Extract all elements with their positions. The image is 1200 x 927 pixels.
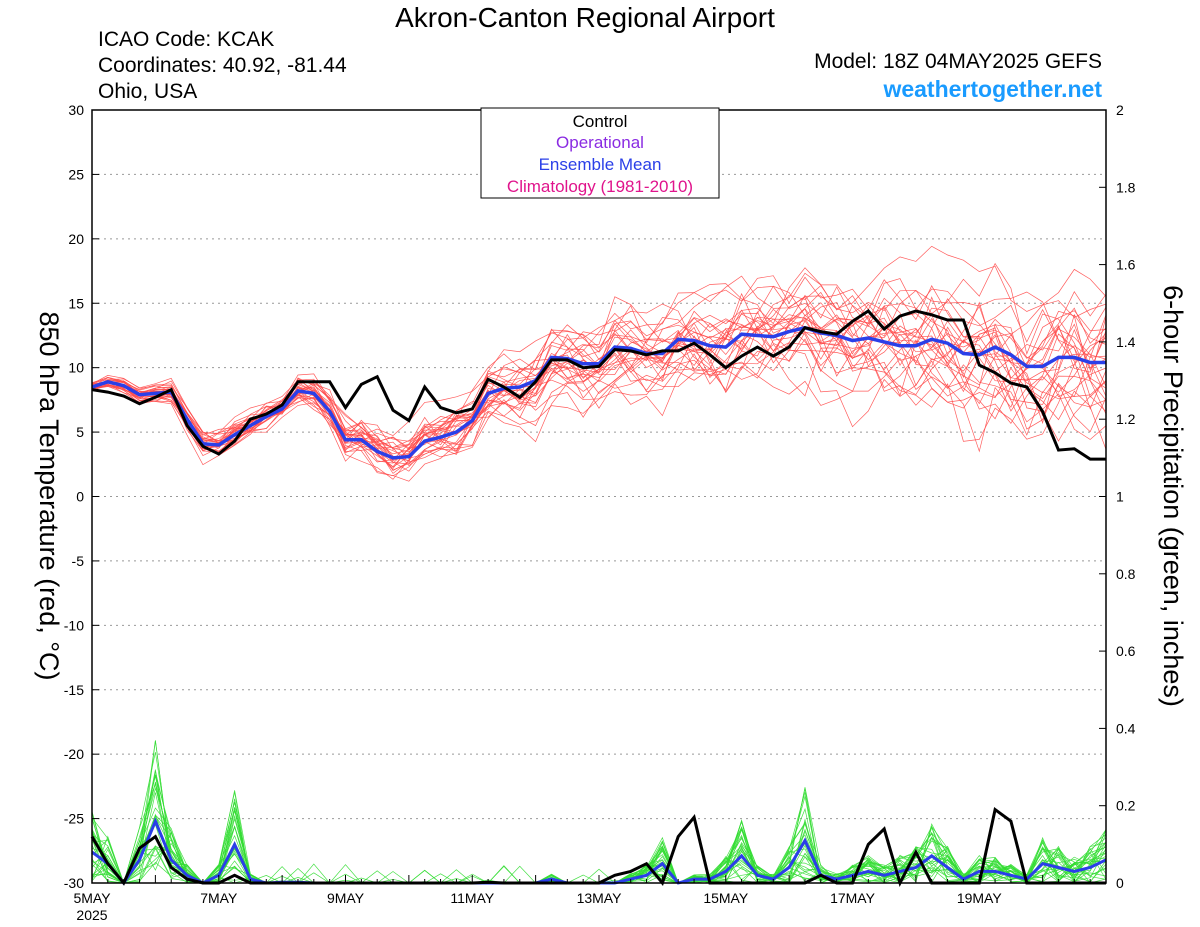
legend-operational: Operational bbox=[556, 133, 644, 152]
x-tick-label: 17MAY bbox=[830, 890, 876, 906]
y2-tick-label: 1 bbox=[1116, 489, 1124, 505]
y2-tick-label: 0 bbox=[1116, 875, 1124, 891]
member-temperature-line bbox=[91, 304, 1107, 466]
y2-tick-label: 0.6 bbox=[1116, 643, 1136, 659]
x-tick-sublabel: 2025 bbox=[76, 907, 107, 923]
ensemble-member-precipitation-lines bbox=[91, 740, 1107, 884]
legend-box: Control Operational Ensemble Mean Climat… bbox=[480, 107, 720, 199]
member-temperature-line bbox=[91, 310, 1107, 468]
legend-ensemble-mean: Ensemble Mean bbox=[539, 155, 662, 174]
y-tick-label: 30 bbox=[68, 102, 84, 118]
y2-tick-label: 0.4 bbox=[1116, 720, 1136, 736]
y2-tick-label: 1.4 bbox=[1116, 334, 1136, 350]
y-tick-label: 15 bbox=[68, 295, 84, 311]
y2-tick-label: 0.2 bbox=[1116, 798, 1136, 814]
page-title: Akron-Canton Regional Airport bbox=[395, 2, 775, 33]
x-tick-label: 19MAY bbox=[957, 890, 1003, 906]
icao-code: ICAO Code: KCAK bbox=[98, 28, 275, 51]
left-axis: 30 25 20 15 10 5 0 -5 -10 -15 -20 -25 -30 bbox=[64, 102, 99, 891]
member-temperature-line bbox=[91, 308, 1107, 482]
plot-frame bbox=[91, 109, 1107, 884]
y-tick-label: -25 bbox=[64, 811, 84, 827]
y-tick-label: -5 bbox=[72, 553, 85, 569]
model-run: Model: 18Z 04MAY2025 GEFS bbox=[814, 50, 1102, 73]
y2-tick-label: 0.8 bbox=[1116, 566, 1136, 582]
coordinates: Coordinates: 40.92, -81.44 bbox=[98, 54, 347, 77]
y-tick-label: 0 bbox=[76, 489, 84, 505]
member-temperature-line bbox=[91, 285, 1107, 466]
y2-tick-label: 1.6 bbox=[1116, 257, 1136, 273]
x-tick-label: 13MAY bbox=[577, 890, 623, 906]
y-tick-label: 25 bbox=[68, 166, 84, 182]
mean-temperature-line bbox=[91, 325, 1106, 460]
legend-control: Control bbox=[573, 112, 628, 131]
x-tick-label: 9MAY bbox=[327, 890, 365, 906]
x-tick-label: 7MAY bbox=[200, 890, 238, 906]
brand-link[interactable]: weathertogether.net bbox=[883, 76, 1102, 102]
y2-tick-label: 2 bbox=[1116, 102, 1124, 118]
location: Ohio, USA bbox=[98, 80, 198, 103]
legend-climatology: Climatology (1981-2010) bbox=[507, 177, 693, 196]
main-series bbox=[90, 309, 1107, 888]
y2-tick-label: 1.8 bbox=[1116, 179, 1136, 195]
control-temperature-line bbox=[91, 309, 1106, 461]
x-tick-label: 15MAY bbox=[703, 890, 749, 906]
y-axis-label: 850 hPa Temperature (red, °C) bbox=[34, 312, 64, 681]
x-tick-label: 11MAY bbox=[450, 890, 494, 906]
y-tick-label: 20 bbox=[68, 231, 84, 247]
right-axis: 2 1.8 1.6 1.4 1.2 1 0.8 0.6 0.4 0.2 0 bbox=[1099, 102, 1136, 891]
member-temperature-line bbox=[91, 305, 1107, 465]
y-tick-label: -20 bbox=[64, 746, 84, 762]
y-tick-label: 10 bbox=[68, 360, 84, 376]
member-temperature-line bbox=[91, 262, 1107, 474]
x-tick-label: 5MAY bbox=[73, 890, 111, 906]
y-tick-label: -15 bbox=[64, 682, 84, 698]
y-tick-label: -10 bbox=[64, 617, 84, 633]
member-temperature-line bbox=[91, 313, 1107, 477]
y-tick-label: 5 bbox=[76, 424, 84, 440]
y2-axis-label: 6-hour Precipitation (green, inches) bbox=[1158, 285, 1188, 707]
member-temperature-line bbox=[91, 283, 1107, 462]
y2-tick-label: 1.2 bbox=[1116, 411, 1136, 427]
grid-lines bbox=[92, 173, 1106, 820]
member-temperature-line bbox=[91, 300, 1107, 457]
y-tick-label: -30 bbox=[64, 875, 84, 891]
